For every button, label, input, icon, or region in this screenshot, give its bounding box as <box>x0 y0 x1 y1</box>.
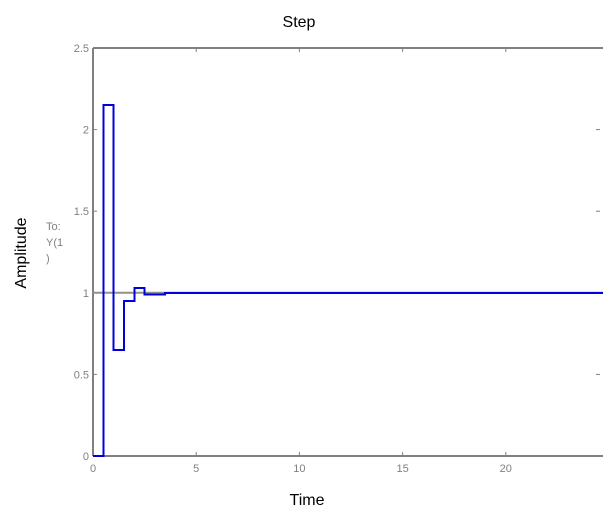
io-label: To: Y(1 ) <box>46 221 63 265</box>
x-tick-label: 5 <box>193 463 199 475</box>
y-tick-label: 1 <box>83 288 89 300</box>
step-response-series <box>93 104 603 457</box>
chart-title: Step <box>283 14 316 31</box>
y-tick-label: 2.5 <box>74 43 89 55</box>
io-label-line-3: ) <box>46 253 50 265</box>
plot-area: 00.511.522.5051015202 <box>74 43 603 475</box>
x-tick-label: 10 <box>293 463 305 475</box>
y-tick-label: 1.5 <box>74 206 89 218</box>
x-axis-label: Time <box>290 492 325 509</box>
y-tick-label: 0 <box>83 451 89 463</box>
x-tick-label: 0 <box>90 463 96 475</box>
x-tick-label: 15 <box>396 463 408 475</box>
y-tick-label: 0.5 <box>74 369 89 381</box>
x-tick-label: 20 <box>500 463 512 475</box>
io-label-line-2: Y(1 <box>46 237 63 249</box>
io-label-line-1: To: <box>46 221 61 233</box>
y-tick-label: 2 <box>83 125 89 137</box>
y-axis-label: Amplitude <box>13 217 30 288</box>
